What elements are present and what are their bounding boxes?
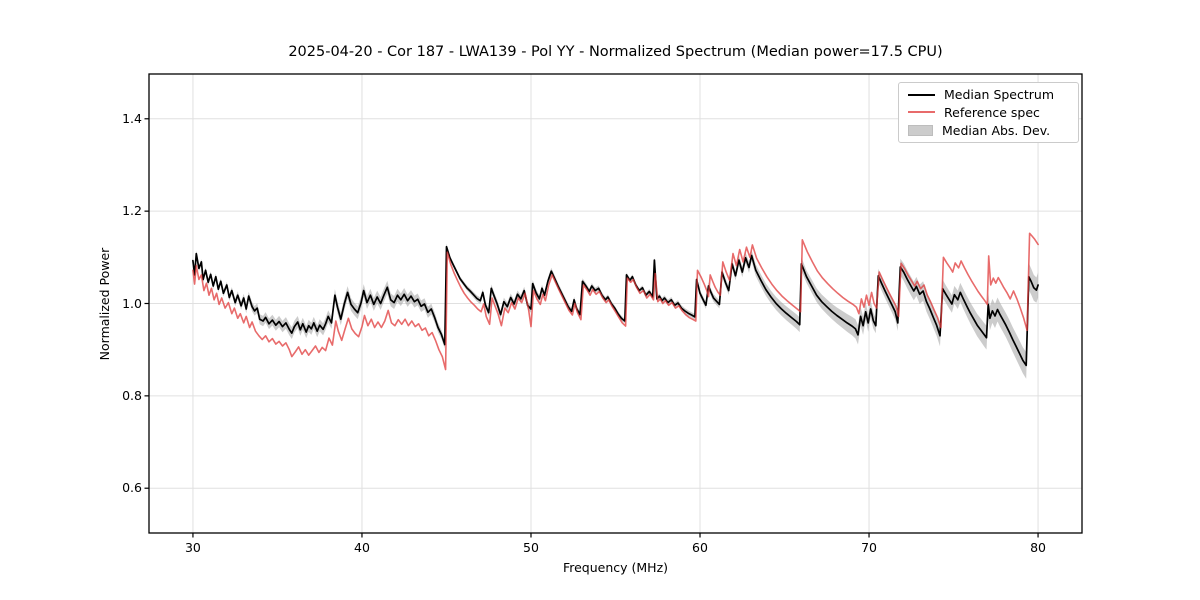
legend-item-median-spectrum: Median Spectrum [908, 87, 1069, 102]
y-tick-label: 0.6 [122, 480, 142, 496]
x-tick-label: 40 [354, 540, 370, 555]
x-tick-label: 70 [861, 540, 877, 555]
x-tick-label: 80 [1030, 540, 1046, 555]
legend-label: Median Abs. Dev. [942, 122, 1051, 138]
y-tick-label: 1.0 [122, 295, 142, 311]
y-tick-label: 1.4 [122, 110, 142, 126]
mad-patch-swatch-icon [908, 124, 933, 136]
y-tick-label: 0.8 [122, 387, 142, 403]
median-spectrum-line [192, 245, 1039, 367]
legend-label: Median Spectrum [944, 87, 1055, 103]
reference-spec-line [192, 232, 1039, 371]
legend-label: Reference spec [944, 104, 1040, 120]
x-axis-label: Frequency (MHz) [562, 560, 669, 575]
x-tick-label: 50 [523, 540, 539, 555]
reference-line-swatch-icon [908, 111, 935, 114]
x-tick-label: 30 [184, 540, 201, 555]
legend-item-median-abs-dev: Median Abs. Dev. [908, 123, 1069, 138]
chart-title: 2025-04-20 - Cor 187 - LWA139 - Pol YY -… [288, 44, 943, 60]
legend: Median Spectrum Reference spec Median Ab… [898, 82, 1079, 143]
median-line-swatch-icon [908, 93, 935, 96]
y-tick-label: 1.2 [122, 203, 142, 219]
x-tick-label: 60 [692, 540, 708, 555]
legend-item-reference-spec: Reference spec [908, 105, 1069, 120]
